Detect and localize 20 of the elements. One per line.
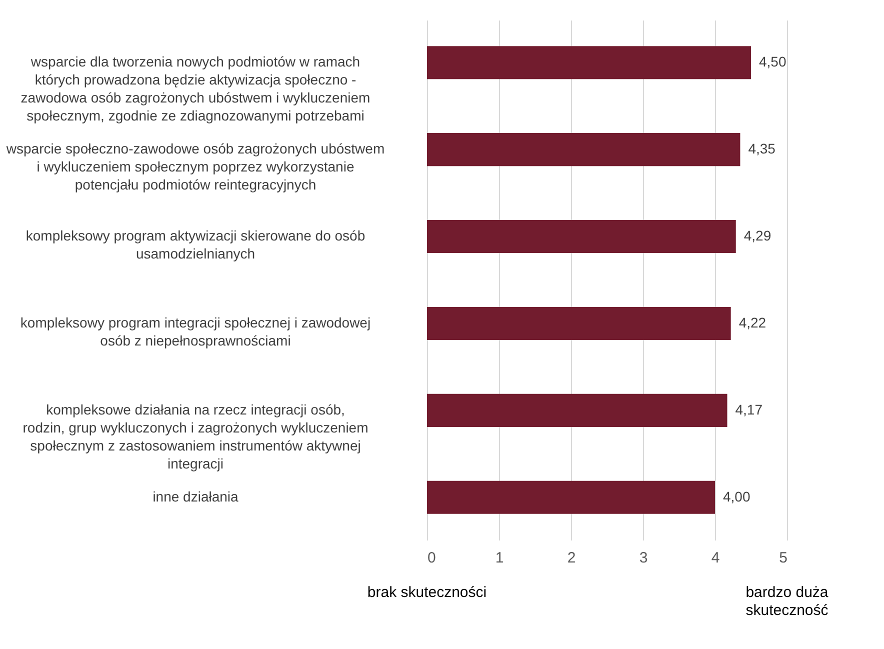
data-label: 4,35 — [748, 140, 776, 157]
y-tick-label: kompleksowy program integracji społecznej i zawodowej osób z niepełnosprawnościami — [20, 314, 371, 348]
y-tick-label: inne działania — [152, 488, 239, 504]
x-tick-label: 2 — [567, 550, 576, 566]
y-tick-label: wsparcie społeczno-zawodowe osób zagrożonych ubóstwem i wykluczeniem społecznym poprzez wykorzystanie potencjału podmiotów reintegracyjnych — [5, 140, 385, 193]
x-tick-label: 3 — [639, 550, 648, 566]
text: bardzo duża skuteczność — [746, 584, 829, 619]
data-label: 4,22 — [738, 314, 766, 330]
x-tick-label: 4 — [711, 550, 720, 566]
y-tick-label: kompleksowy program aktywizacji skierowane do osób usamodzielnianych — [26, 228, 366, 262]
data-label: 4,29 — [744, 228, 772, 244]
text: brak skuteczności — [367, 584, 487, 601]
data-label: 4,17 — [735, 401, 763, 418]
y-tick-label: kompleksowe działania na rzecz integracji osób, rodzin, grup wykluczonych i zagrożonych wykluczeniem społecznym z zastosowaniem instrumentów aktywnej integracji — [22, 401, 368, 472]
x-tick-label: 5 — [779, 550, 788, 566]
y-tick-label: wsparcie dla tworzenia nowych podmiotów w ramach których prowadzona będzie aktywizacja społeczno - zawodowa osób zagrożonych ubóstwem i wykluczeniem społecznym, zgodnie ze zdiagnozowanymi potrzebami — [20, 54, 370, 124]
data-label: 4,00 — [723, 488, 750, 504]
data-label: 4,50 — [759, 54, 786, 70]
x-tick-label: 1 — [495, 550, 504, 566]
x-tick-label: 0 — [428, 550, 436, 566]
